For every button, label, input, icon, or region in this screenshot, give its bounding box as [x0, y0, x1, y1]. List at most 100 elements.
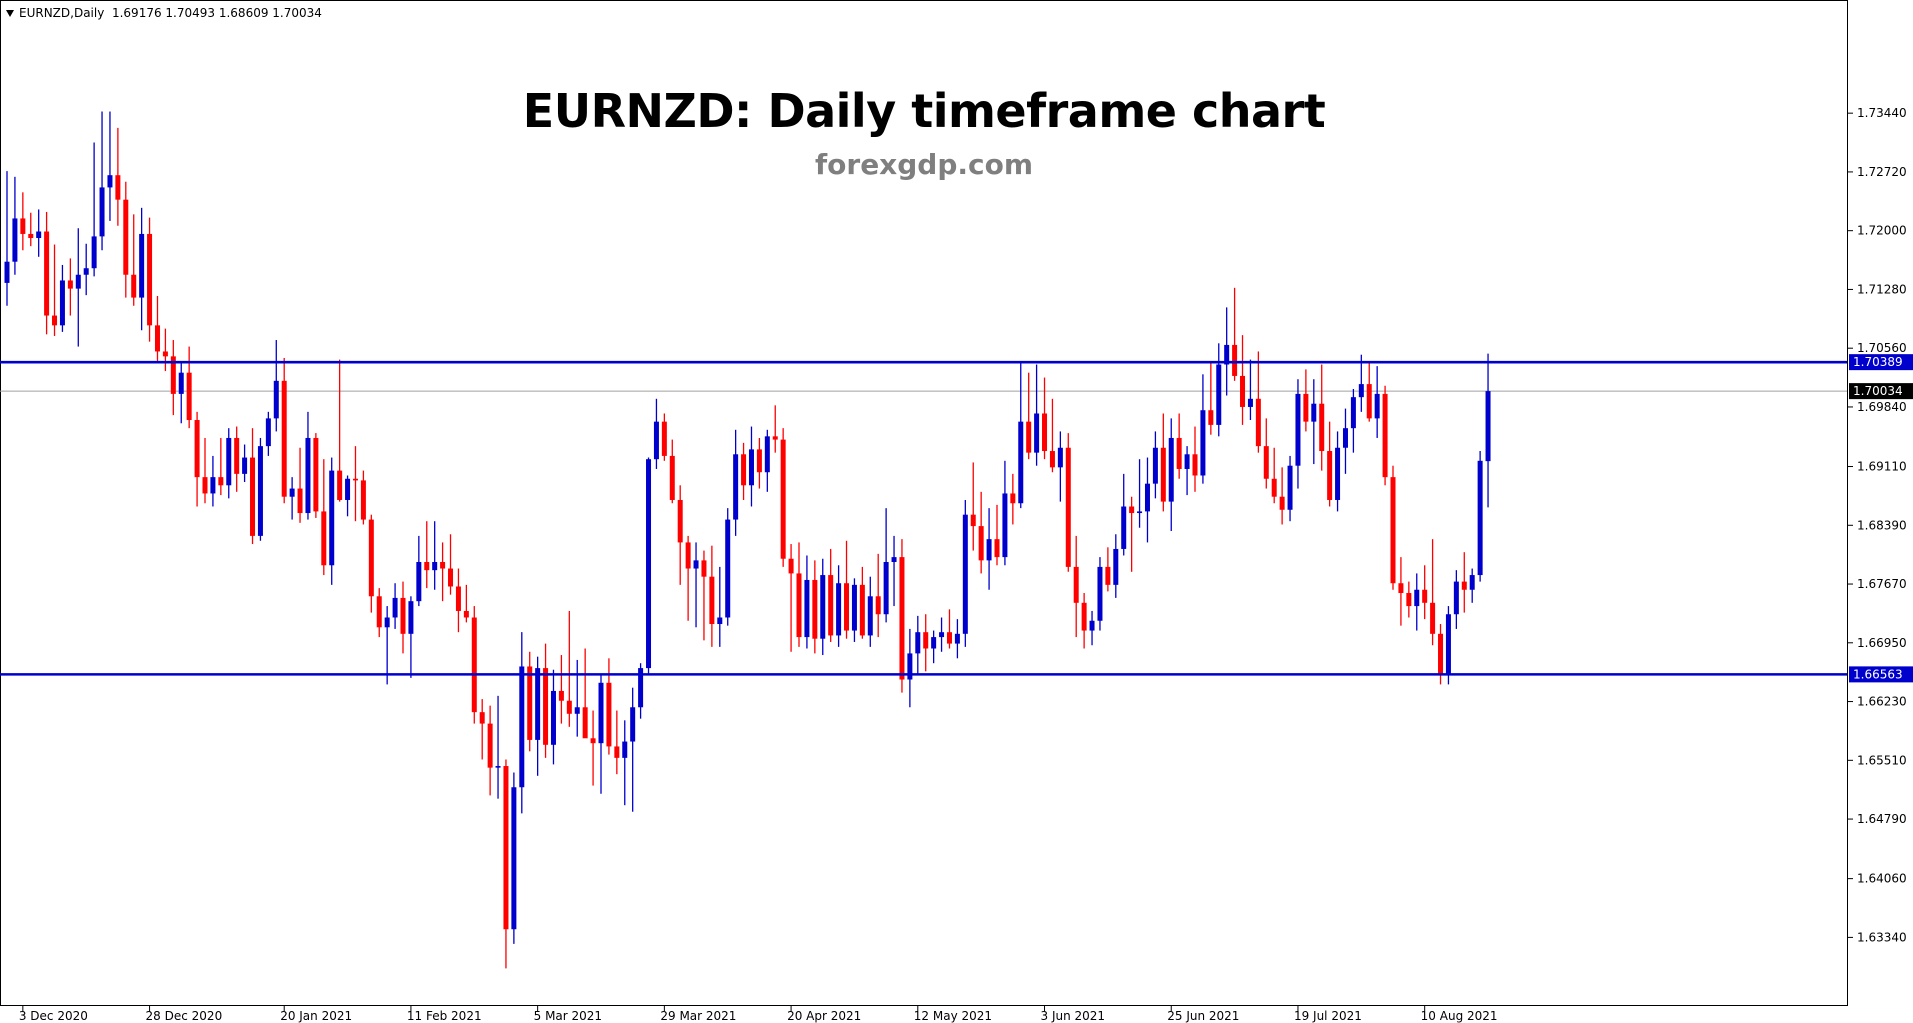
candle-body — [962, 514, 968, 634]
candle-body — [234, 437, 240, 474]
candle-body — [543, 668, 549, 745]
price-tick-label: 1.63340 — [1857, 930, 1907, 944]
candle-body — [1366, 384, 1372, 419]
price-tick-label: 1.72720 — [1857, 165, 1907, 179]
candle-body — [836, 583, 842, 636]
candle-body — [1335, 447, 1341, 500]
candle-body — [1406, 593, 1412, 607]
candle-body — [535, 668, 541, 740]
candle-body — [297, 488, 303, 514]
candle-body — [384, 617, 390, 628]
candle-body — [527, 666, 533, 740]
date-tick-label: 25 Jun 2021 — [1167, 1009, 1239, 1023]
candle-body — [44, 231, 50, 316]
candle-body — [622, 741, 628, 758]
candle-body — [147, 233, 153, 326]
candle-body — [994, 539, 1000, 558]
candle-body — [408, 601, 414, 634]
candle-body — [646, 459, 652, 669]
price-tick-label: 1.67670 — [1857, 577, 1907, 591]
chart-subtitle: forexgdp.com — [814, 148, 1034, 181]
candle-body — [83, 268, 89, 275]
candle-body — [828, 575, 834, 636]
candle-body — [709, 576, 715, 625]
candle-body — [1081, 602, 1087, 631]
candle-body — [154, 325, 160, 352]
candle-body — [756, 449, 762, 473]
date-tick-label: 3 Dec 2020 — [19, 1009, 88, 1023]
date-tick-label: 12 May 2021 — [914, 1009, 992, 1023]
candle-body — [590, 738, 596, 744]
candle-body — [265, 418, 271, 447]
candle-body — [1018, 421, 1024, 504]
symbol-header: EURNZD,Daily 1.69176 1.70493 1.68609 1.7… — [6, 6, 322, 20]
chart-area[interactable] — [0, 0, 1848, 1006]
candle-body — [1398, 583, 1404, 594]
candle-body — [289, 488, 295, 497]
date-tick-label: 20 Apr 2021 — [787, 1009, 861, 1023]
candle-body — [479, 712, 485, 724]
date-tick-label: 29 Mar 2021 — [660, 1009, 736, 1023]
candle-body — [1057, 447, 1063, 468]
date-tick-label: 10 Aug 2021 — [1421, 1009, 1498, 1023]
candle-body — [669, 455, 675, 500]
candle-body — [75, 274, 81, 289]
candle-body — [20, 218, 26, 234]
price-tick-label: 1.66950 — [1857, 636, 1907, 650]
ohlc-values: 1.69176 1.70493 1.68609 1.70034 — [111, 6, 322, 20]
candle-body — [1152, 447, 1158, 484]
candle-body — [907, 653, 913, 680]
candle-body — [986, 539, 992, 561]
candle-body — [946, 632, 952, 644]
candle-body — [1010, 493, 1016, 504]
candle-body — [1065, 447, 1071, 567]
price-tick-label: 1.73440 — [1857, 106, 1907, 120]
candle-body — [1374, 393, 1380, 419]
candle-body — [67, 280, 73, 289]
candle-body — [352, 478, 358, 481]
candle-body — [931, 637, 937, 649]
candle-body — [1002, 493, 1008, 558]
current-price-tag — [1849, 383, 1913, 400]
candle-body — [725, 519, 731, 618]
candle-body — [1382, 393, 1388, 478]
candle-body — [598, 682, 604, 744]
candle-body — [1485, 391, 1491, 462]
candle-body — [242, 457, 248, 474]
candle-body — [463, 610, 469, 618]
candle-body — [1192, 454, 1198, 476]
candle-body — [487, 723, 493, 768]
candle-body — [630, 707, 636, 742]
candle-body — [923, 632, 929, 649]
candle-body — [970, 514, 976, 527]
level-price-tag — [1849, 666, 1913, 683]
price-tick-label: 1.72000 — [1857, 224, 1907, 238]
candle-body — [139, 233, 145, 298]
candle-body — [305, 437, 311, 514]
candle-body — [1224, 344, 1230, 365]
candle-body — [107, 175, 113, 188]
candle-body — [788, 558, 794, 574]
candle-body — [844, 583, 850, 631]
candle-body — [226, 437, 232, 486]
candle-body — [606, 682, 612, 747]
candle-body — [162, 351, 168, 357]
candle-body — [859, 584, 865, 636]
candle-body — [368, 519, 374, 597]
candle-body — [1255, 398, 1261, 447]
candle-body — [503, 766, 509, 930]
candle-body — [511, 787, 517, 930]
candle-body — [939, 632, 945, 638]
candle-body — [1287, 465, 1293, 510]
candle-body — [345, 478, 351, 500]
current-price-label: 1.70034 — [1853, 384, 1903, 398]
candle-body — [851, 584, 857, 631]
candle-body — [440, 562, 446, 569]
price-tick-label: 1.68390 — [1857, 518, 1907, 532]
candle-body — [115, 175, 121, 200]
candle-body — [748, 449, 754, 486]
candle-body — [693, 560, 699, 569]
menu-triangle-icon[interactable] — [6, 10, 14, 17]
candle-body — [867, 596, 873, 636]
